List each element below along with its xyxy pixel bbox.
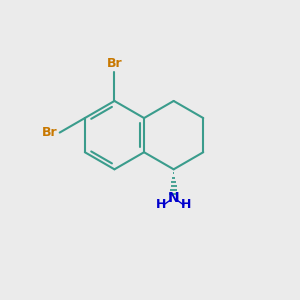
Text: N: N bbox=[168, 191, 179, 206]
Text: Br: Br bbox=[42, 126, 57, 139]
Text: H: H bbox=[156, 198, 166, 212]
Text: H: H bbox=[181, 198, 191, 212]
Text: Br: Br bbox=[106, 56, 122, 70]
